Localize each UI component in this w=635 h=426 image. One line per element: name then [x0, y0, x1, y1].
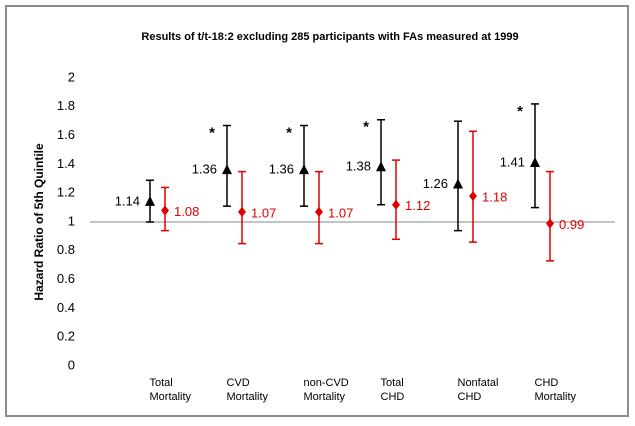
x-tick-label: Mortality [227, 391, 269, 403]
x-tick-label: non-CVD [304, 377, 349, 389]
x-tick-label: CHD [458, 391, 482, 403]
data-label: 1.38 [346, 159, 371, 174]
marker [299, 164, 309, 175]
x-tick-label: CHD [381, 391, 405, 403]
y-tick-label: 2 [68, 69, 75, 84]
y-tick-label: 1.8 [57, 98, 75, 113]
y-tick-label: 0 [68, 357, 75, 372]
data-label: 1.07 [251, 205, 276, 220]
marker [315, 206, 323, 217]
x-tick-label: Nonfatal [458, 377, 499, 389]
data-label: 0.99 [559, 217, 584, 232]
x-tick-label: CVD [227, 377, 250, 389]
x-tick-label: Mortality [535, 391, 577, 403]
marker [238, 206, 246, 217]
y-tick-label: 1 [68, 213, 75, 228]
marker [145, 195, 155, 206]
data-label: 1.14 [115, 193, 140, 208]
x-tick-label: Total [381, 377, 404, 389]
marker [469, 191, 477, 202]
marker [161, 205, 169, 216]
y-axis-label: Hazard Ratio of 5th Quintile [32, 143, 46, 301]
marker [222, 164, 232, 175]
data-label: 1.12 [405, 198, 430, 213]
data-label: 1.08 [174, 204, 199, 219]
significance-mark: * [517, 103, 523, 120]
x-tick-label: CHD [535, 377, 559, 389]
marker [453, 178, 463, 189]
significance-mark: * [286, 124, 292, 141]
x-tick-label: Total [150, 377, 173, 389]
data-label: 1.36 [192, 162, 217, 177]
y-tick-label: 0.6 [57, 271, 75, 286]
x-tick-label: Mortality [150, 391, 192, 403]
data-label: 1.26 [423, 176, 448, 191]
y-tick-label: 0.2 [57, 329, 75, 344]
y-tick-label: 1.6 [57, 127, 75, 142]
y-tick-label: 0.8 [57, 242, 75, 257]
y-tick-label: 1.2 [57, 185, 75, 200]
x-tick-label: Mortality [304, 391, 346, 403]
significance-mark: * [363, 119, 369, 136]
data-label: 1.36 [269, 162, 294, 177]
marker [392, 199, 400, 210]
significance-mark: * [209, 124, 215, 141]
data-label: 1.41 [500, 154, 525, 169]
data-label: 1.07 [328, 205, 353, 220]
y-tick-label: 1.4 [57, 156, 75, 171]
data-label: 1.18 [482, 190, 507, 205]
marker [530, 156, 540, 167]
y-tick-label: 0.4 [57, 300, 75, 315]
marker [376, 161, 386, 172]
marker [546, 218, 554, 229]
chart-title: Results of t/t-18:2 excluding 285 partic… [141, 31, 518, 43]
